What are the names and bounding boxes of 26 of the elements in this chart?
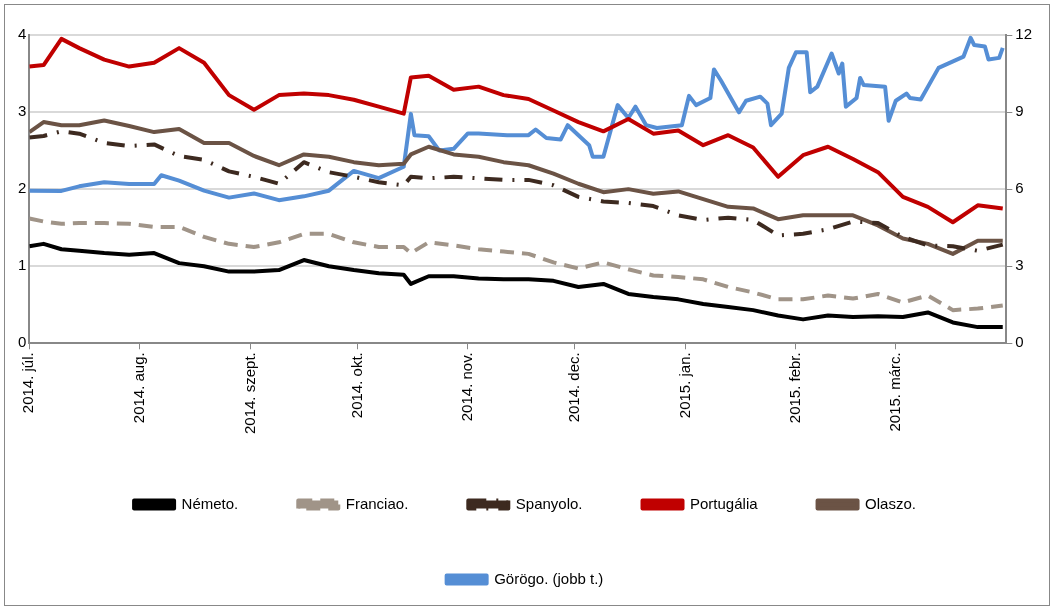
y-tick-label: 4 [18,25,27,43]
y2-tick-label: 9 [1015,102,1024,120]
x-tick-label: 2014. okt. [347,352,365,419]
x-tick-label: 2014. nov. [458,352,476,422]
x-tick-label: 2014. júl. [19,352,37,414]
y2-tick-label: 6 [1015,179,1024,197]
x-tick-label: 2014. szept. [240,352,258,435]
legend-label: Németo. [181,494,239,512]
line-series [29,216,1005,313]
y2-tick-label: 3 [1015,256,1024,274]
x-tick-label: 2015. márc. [885,352,903,432]
x-tick-label: 2014. aug. [130,352,148,424]
x-tick-label: 2015. febr. [786,352,804,424]
legend-label: Spanyolo. [515,494,583,512]
x-tick-label: 2014. dec. [565,352,583,423]
y-tick-label: 0 [18,333,27,351]
legend-label: Portugália [690,494,759,512]
y2-tick-label: 12 [1015,25,1032,43]
legend-label: Görögo. (jobb t.) [494,569,604,587]
legend-label: Olaszo. [865,494,916,512]
legend-label: Franciao. [345,494,409,512]
y-tick-label: 2 [18,179,27,197]
y-tick-label: 3 [18,102,27,120]
x-tick-label: 2015. jan. [675,352,693,419]
y2-tick-label: 0 [1015,333,1024,351]
y-tick-label: 1 [18,256,27,274]
